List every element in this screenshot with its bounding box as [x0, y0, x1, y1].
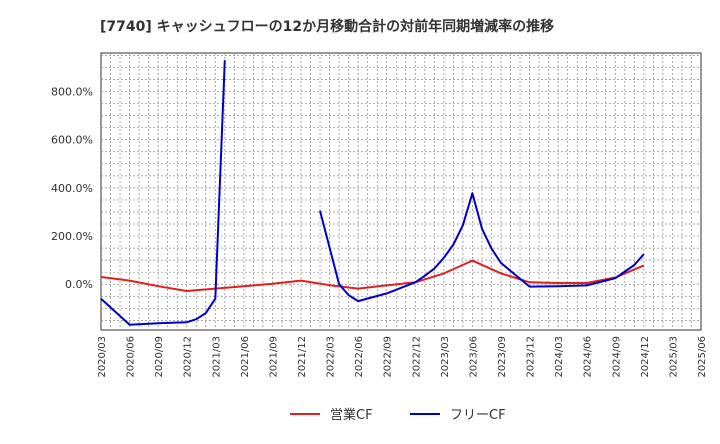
x-tick-label: 2024/03 [554, 336, 565, 378]
series-line-operating-cf [100, 259, 645, 292]
x-tick-label: 2020/12 [183, 336, 194, 378]
x-tick-label: 2023/12 [526, 336, 537, 378]
x-tick-label: 2024/12 [640, 336, 651, 378]
x-tick-label: 2020/03 [97, 336, 108, 378]
x-tick-label: 2021/12 [297, 336, 308, 378]
x-tick-label: 2024/06 [583, 336, 594, 378]
x-tick-label: 2020/06 [126, 336, 137, 378]
y-tick-label: 800.0% [51, 86, 93, 99]
x-axis: 2020/03 2020/06 2020/09 2020/12 2021/03 2021/… [97, 336, 708, 378]
x-tick-label: 2025/03 [668, 336, 679, 378]
x-tick-label: 2022/09 [383, 336, 394, 378]
legend: 営業CF フリーCF [290, 407, 506, 423]
y-tick-label: 400.0% [51, 182, 93, 195]
x-tick-label: 2022/03 [326, 336, 337, 378]
x-tick-label: 2025/06 [697, 336, 708, 378]
x-tick-label: 2022/06 [354, 336, 365, 378]
y-tick-label: 200.0% [51, 230, 93, 243]
x-tick-label: 2021/03 [211, 336, 222, 378]
x-tick-label: 2022/12 [411, 336, 422, 378]
x-tick-label: 2024/09 [611, 336, 622, 378]
x-tick-label: 2023/06 [468, 336, 479, 378]
series-line-free-cf [100, 60, 645, 326]
legend-label: フリーCF [450, 408, 506, 423]
x-tick-label: 2023/03 [440, 336, 451, 378]
x-tick-label: 2021/09 [268, 336, 279, 378]
chart-title: [7740] キャッシュフローの12か月移動合計の対前年同期増減率の推移 [100, 18, 554, 35]
legend-label: 営業CF [330, 407, 373, 423]
y-tick-label: 0.0% [65, 278, 93, 291]
x-tick-label: 2020/09 [154, 336, 165, 378]
x-tick-label: 2023/09 [497, 336, 508, 378]
y-axis: 0.0% 200.0% 400.0% 600.0% 800.0% [51, 86, 93, 292]
grid-layer [101, 53, 701, 330]
y-tick-label: 600.0% [51, 134, 93, 147]
series-layer [100, 60, 645, 326]
x-tick-label: 2021/06 [240, 336, 251, 378]
